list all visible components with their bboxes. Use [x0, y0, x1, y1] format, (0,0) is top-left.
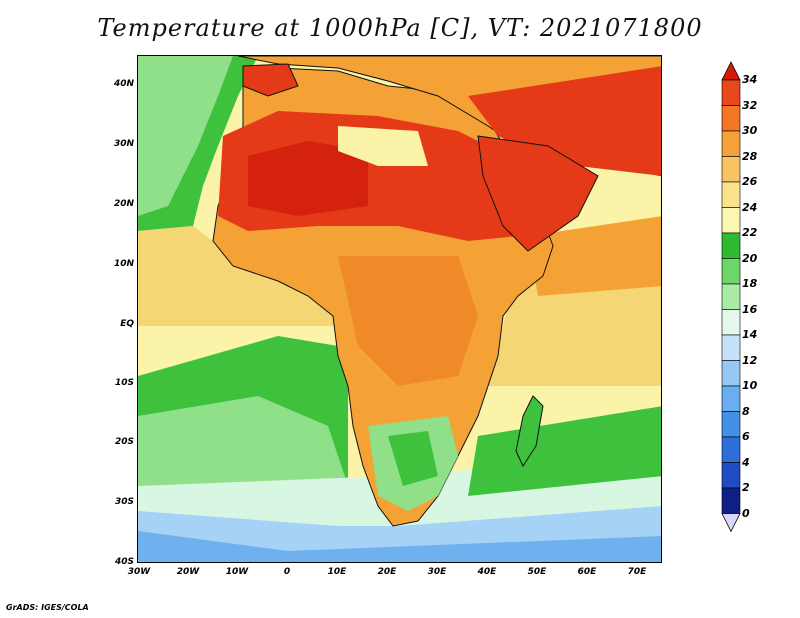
colorbar-label: 24	[742, 200, 758, 214]
colorbar-segment	[721, 334, 741, 361]
grads-credit: GrADS: IGES/COLA	[6, 603, 89, 612]
ocean-south-colder	[138, 531, 661, 562]
colorbar-top-arrow	[721, 61, 741, 81]
arabia-land	[477, 135, 599, 252]
ocean-indian-green	[468, 406, 661, 496]
colorbar-label: 34	[742, 73, 758, 86]
colorbar-bottom-arrow	[721, 513, 741, 533]
colorbar-segment	[721, 385, 741, 412]
map-svg	[138, 56, 661, 562]
colorbar-label: 22	[742, 226, 758, 239]
lon-tick-60e: 60E	[577, 567, 597, 577]
colorbar-segment	[721, 411, 741, 438]
colorbar-label: 32	[742, 98, 758, 112]
southern-africa-darkgreen	[388, 431, 438, 486]
temperature-map	[137, 55, 662, 563]
lat-tick-30n: 30N	[113, 139, 134, 149]
lon-tick-70e: 70E	[627, 567, 647, 577]
colorbar-segment	[721, 232, 741, 259]
ocean-north-atlantic-light	[138, 56, 233, 216]
iberia-land	[242, 63, 299, 97]
colorbar-segment	[721, 156, 741, 183]
colorbar-label: 2	[742, 481, 750, 494]
colorbar-segment	[721, 462, 741, 489]
lon-tick-40e: 40E	[477, 567, 497, 577]
colorbar-label: 16	[742, 302, 758, 316]
colorbar-label: 10	[742, 379, 758, 392]
lat-tick-10n: 10N	[113, 259, 134, 269]
colorbar-segment	[721, 130, 741, 157]
colorbar-segment	[721, 79, 741, 106]
colorbar-label: 4	[742, 455, 750, 469]
map-title: Temperature at 1000hPa [C], VT: 20210718…	[97, 14, 703, 42]
lat-tick-40s: 40S	[114, 557, 134, 567]
lon-tick-50e: 50E	[527, 567, 547, 577]
colorbar-label: 30	[742, 124, 758, 137]
libya-mild	[338, 126, 428, 166]
colorbar-segment	[721, 283, 741, 310]
colorbar-segment	[721, 436, 741, 463]
lon-tick-20e: 20E	[377, 567, 397, 577]
colorbar-segment	[721, 207, 741, 234]
lat-tick-30s: 30S	[114, 497, 134, 507]
equatorial-orange	[338, 256, 478, 386]
colorbar-label: 26	[742, 175, 758, 188]
colorbar-label: 0	[742, 506, 750, 520]
lon-tick-30w: 30W	[127, 567, 151, 577]
ocean-gulf-guinea-warm	[138, 226, 338, 326]
colorbar-label: 18	[742, 277, 758, 290]
colorbar-label: 20	[742, 251, 758, 265]
lon-tick-10e: 10E	[327, 567, 347, 577]
lon-tick-0: 0	[283, 567, 291, 577]
middle-east-hot	[468, 66, 661, 176]
colorbar-segment	[721, 105, 741, 132]
ocean-south-atlantic-light	[138, 396, 348, 496]
colorbar-segment	[721, 181, 741, 208]
colorbar	[721, 61, 741, 533]
lat-tick-20n: 20N	[113, 199, 134, 209]
colorbar-label: 8	[742, 404, 750, 418]
lat-tick-eq: EQ	[120, 319, 134, 329]
colorbar-label: 28	[742, 149, 758, 163]
lat-tick-40n: 40N	[113, 79, 134, 89]
lon-tick-20w: 20W	[176, 567, 200, 577]
colorbar-label: 6	[742, 430, 750, 443]
lon-tick-30e: 30E	[427, 567, 447, 577]
colorbar-segment	[721, 360, 741, 387]
colorbar-segment	[721, 487, 741, 514]
ocean-arabian-sea	[528, 216, 661, 296]
lat-tick-20s: 20S	[114, 437, 134, 447]
colorbar-segment	[721, 309, 741, 336]
lat-tick-10s: 10S	[114, 378, 134, 388]
colorbar-label: 12	[742, 353, 758, 367]
colorbar-segment	[721, 258, 741, 285]
colorbar-label: 14	[742, 328, 758, 341]
lon-tick-10w: 10W	[225, 567, 249, 577]
sahara-core	[248, 141, 368, 216]
madagascar	[515, 395, 544, 468]
